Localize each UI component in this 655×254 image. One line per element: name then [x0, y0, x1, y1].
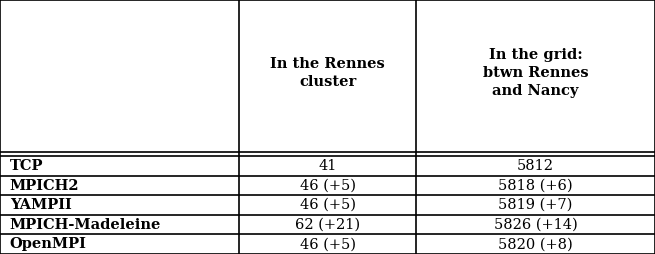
Text: 41: 41 — [318, 159, 337, 173]
Text: MPICH2: MPICH2 — [10, 179, 79, 193]
Text: In the grid:
btwn Rennes
and Nancy: In the grid: btwn Rennes and Nancy — [483, 48, 588, 99]
Text: YAMPII: YAMPII — [10, 198, 71, 212]
Text: 5819 (+7): 5819 (+7) — [498, 198, 572, 212]
Text: 62 (+21): 62 (+21) — [295, 218, 360, 232]
Text: 5826 (+14): 5826 (+14) — [494, 218, 577, 232]
Text: 46 (+5): 46 (+5) — [299, 237, 356, 251]
Text: 46 (+5): 46 (+5) — [299, 198, 356, 212]
Text: 5820 (+8): 5820 (+8) — [498, 237, 573, 251]
Text: TCP: TCP — [10, 159, 43, 173]
Text: 5818 (+6): 5818 (+6) — [498, 179, 572, 193]
Text: OpenMPI: OpenMPI — [10, 237, 86, 251]
Text: MPICH-Madeleine: MPICH-Madeleine — [10, 218, 161, 232]
Text: 46 (+5): 46 (+5) — [299, 179, 356, 193]
Text: 5812: 5812 — [517, 159, 554, 173]
Text: In the Rennes
cluster: In the Rennes cluster — [270, 57, 385, 89]
